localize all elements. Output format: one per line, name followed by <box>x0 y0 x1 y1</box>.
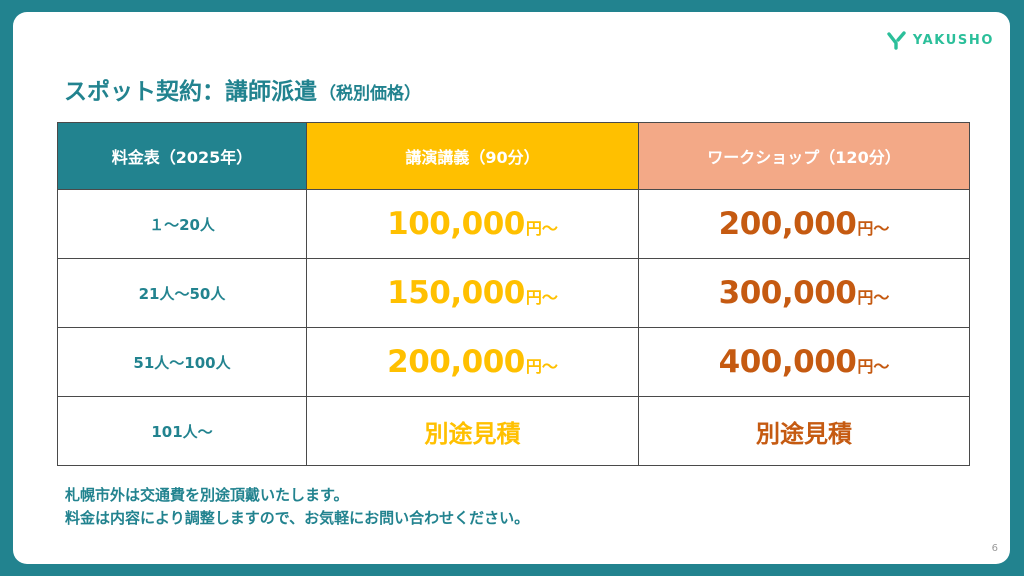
table-row: １～20人 100,000円～ 200,000円～ <box>57 189 970 259</box>
header-lecture: 講演講義（90分） <box>306 122 639 190</box>
table-row: 51人～100人 200,000円～ 400,000円～ <box>57 327 970 397</box>
price-amount: 400,000 <box>718 344 857 380</box>
row-label: 101人～ <box>57 396 307 466</box>
page-number: 6 <box>991 543 998 554</box>
table-row: 101人～ 別途見積 別途見積 <box>57 396 970 466</box>
price-unit: 円～ <box>525 357 558 376</box>
price-unit: 円～ <box>525 288 558 307</box>
row-label: １～20人 <box>57 189 307 259</box>
page-title: スポット契約：講師派遣 （税別価格） <box>64 72 421 106</box>
yakusho-logo-icon <box>887 31 906 50</box>
row-label: 51人～100人 <box>57 327 307 397</box>
price-amount: 200,000 <box>718 206 857 242</box>
logo: YAKUSHO <box>887 30 994 50</box>
price-unit: 円～ <box>525 219 558 238</box>
price-unit: 円～ <box>857 288 890 307</box>
price-amount: 100,000 <box>387 206 525 242</box>
header-workshop: ワークショップ（120分） <box>638 122 970 190</box>
price-table: 料金表（2025年） 講演講義（90分） ワークショップ（120分） １～20人… <box>57 122 970 466</box>
table-row: 21人～50人 150,000円～ 300,000円～ <box>57 258 970 328</box>
price-amount: 200,000 <box>387 344 525 380</box>
logo-text: YAKUSHO <box>912 32 994 48</box>
lecture-price: 200,000円～ <box>306 327 639 397</box>
workshop-price: 400,000円～ <box>638 327 970 397</box>
notes: 札幌市外は交通費を別途頂戴いたします。 料金は内容により調整しますので、お気軽に… <box>65 484 529 530</box>
header-fee: 料金表（2025年） <box>57 122 307 190</box>
note-line: 札幌市外は交通費を別途頂戴いたします。 <box>65 486 349 504</box>
price-unit: 円～ <box>857 219 890 238</box>
page-title-main: スポット契約：講師派遣 <box>64 79 317 105</box>
price-amount: 150,000 <box>387 275 525 311</box>
page-title-sub: （税別価格） <box>319 84 421 104</box>
price-unit: 円～ <box>857 357 890 376</box>
row-label: 21人～50人 <box>57 258 307 328</box>
price-amount: 300,000 <box>718 275 857 311</box>
workshop-price: 300,000円～ <box>638 258 970 328</box>
lecture-price: 100,000円～ <box>306 189 639 259</box>
slide: YAKUSHO スポット契約：講師派遣 （税別価格） 料金表（2025年） 講演… <box>13 12 1010 564</box>
price-estimate: 別途見積 <box>424 419 521 448</box>
lecture-price: 150,000円～ <box>306 258 639 328</box>
lecture-price: 別途見積 <box>306 396 639 466</box>
price-table-header-row: 料金表（2025年） 講演講義（90分） ワークショップ（120分） <box>57 122 970 190</box>
price-estimate: 別途見積 <box>756 419 852 448</box>
note-line: 料金は内容により調整しますので、お気軽にお問い合わせください。 <box>65 509 530 527</box>
workshop-price: 別途見積 <box>638 396 970 466</box>
workshop-price: 200,000円～ <box>638 189 970 259</box>
